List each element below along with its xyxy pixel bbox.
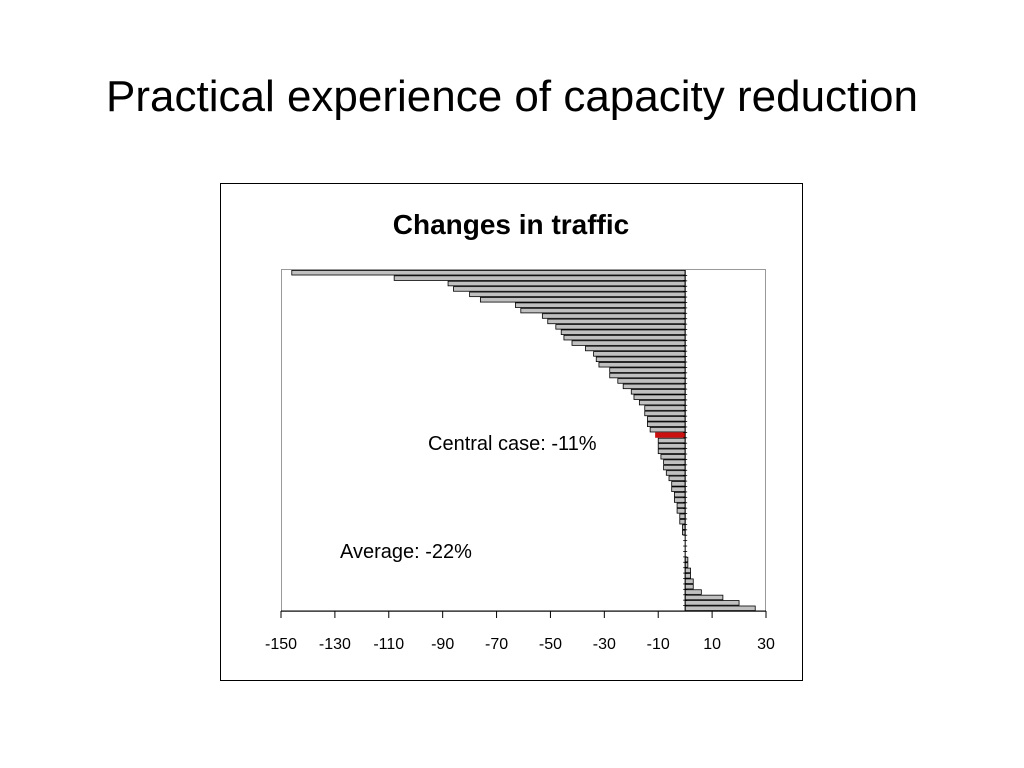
bar	[668, 475, 686, 482]
bar	[571, 340, 686, 346]
bar	[671, 486, 686, 492]
bar	[671, 481, 686, 487]
x-tick-label: 30	[757, 636, 775, 653]
bar	[555, 324, 686, 330]
bar	[644, 405, 686, 411]
bar	[679, 513, 686, 519]
x-tick-label: -30	[593, 636, 616, 653]
bar	[676, 508, 686, 514]
bar	[647, 421, 686, 427]
x-tick-label: 10	[703, 636, 721, 653]
bar	[657, 448, 686, 455]
average-annotation: Average: -22%	[340, 541, 472, 563]
bar	[595, 356, 686, 363]
zero-axis-ticks	[683, 275, 688, 612]
bar	[684, 589, 702, 595]
bar	[638, 399, 686, 406]
x-tick-label: -70	[485, 636, 508, 653]
bar	[684, 600, 740, 606]
bar	[633, 394, 686, 400]
bar	[609, 372, 686, 379]
bar	[663, 464, 686, 471]
bar	[679, 518, 686, 525]
bar	[609, 367, 686, 373]
bar	[585, 345, 686, 352]
x-tick-label: -50	[539, 636, 562, 653]
bar	[447, 280, 686, 287]
bar	[684, 594, 724, 601]
bar	[469, 291, 686, 298]
bar	[660, 454, 686, 460]
bar	[547, 318, 686, 325]
bar	[657, 443, 686, 449]
bar	[684, 573, 691, 579]
bar	[453, 286, 686, 292]
bar	[593, 351, 686, 357]
bar	[684, 567, 691, 574]
central-case-annotation: Central case: -11%	[428, 433, 597, 455]
bar	[393, 275, 686, 281]
bar	[598, 362, 686, 368]
chart-title: Changes in traffic	[393, 209, 629, 240]
bar	[684, 583, 694, 590]
bar	[479, 297, 686, 303]
bar	[684, 605, 756, 611]
bar	[673, 491, 686, 498]
x-axis: -150 -130 -110 -90 -70 -50 -30 -10 10 30	[265, 611, 775, 653]
bar	[622, 383, 686, 390]
bar	[649, 426, 686, 433]
bar-highlight	[655, 432, 686, 438]
bar	[644, 410, 686, 417]
bar	[541, 313, 686, 319]
x-tick-label: -10	[647, 636, 670, 653]
bar	[665, 470, 686, 476]
bar	[657, 437, 686, 444]
bar	[673, 497, 686, 503]
bar	[647, 416, 686, 422]
bar	[560, 329, 686, 335]
bar	[563, 334, 686, 341]
x-tick-label: -110	[373, 636, 404, 653]
x-tick-label: -130	[319, 636, 351, 653]
bar	[291, 269, 686, 276]
bar	[676, 502, 686, 509]
bar	[663, 459, 686, 465]
x-tick-label: -90	[431, 636, 454, 653]
x-tick-label: -150	[265, 636, 297, 653]
slide-title: Practical experience of capacity reducti…	[106, 72, 918, 121]
bar	[515, 302, 686, 308]
bar	[617, 378, 686, 384]
bar	[684, 578, 694, 584]
bar	[520, 307, 686, 314]
bar	[630, 389, 686, 395]
